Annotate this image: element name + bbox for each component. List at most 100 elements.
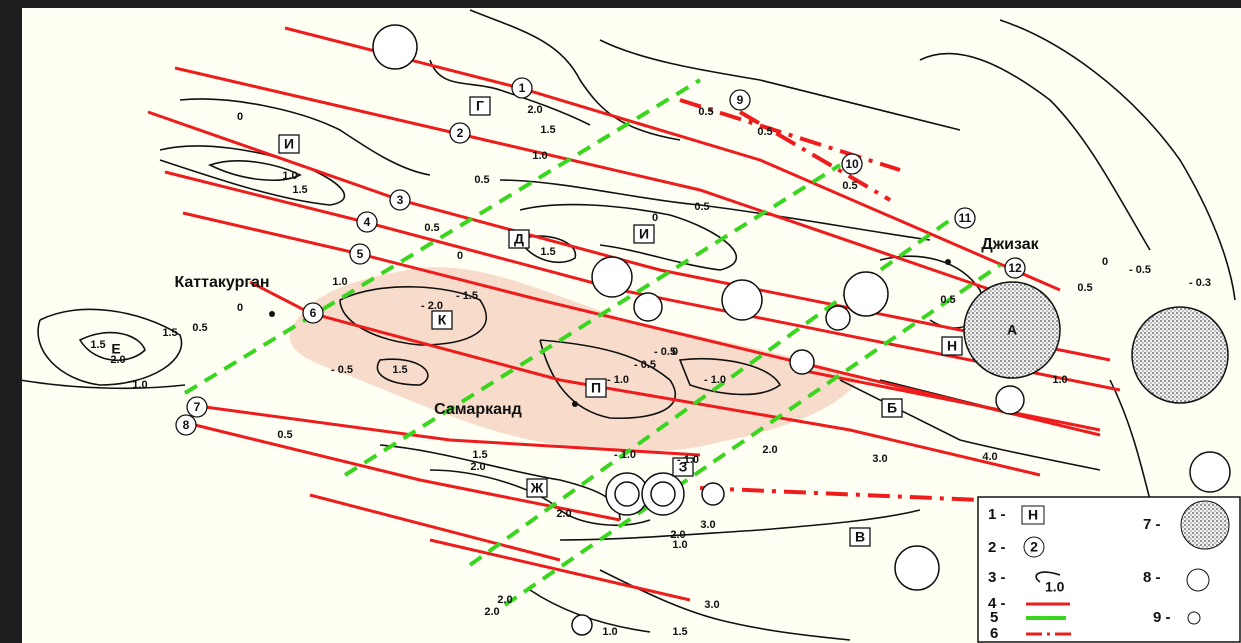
fault-marker bbox=[349, 243, 371, 265]
contour-label: 0.5 bbox=[694, 201, 709, 213]
contour-label: 0.5 bbox=[277, 429, 292, 441]
contour-label: 3.0 bbox=[872, 453, 887, 465]
legend-key: 8 - bbox=[1143, 569, 1161, 586]
contour-label: 1.0 bbox=[282, 170, 297, 182]
contour-label: 0 bbox=[652, 212, 658, 224]
contour-label: 1.5 bbox=[672, 626, 687, 638]
contour-label: 2.0 bbox=[670, 529, 685, 541]
contour-label: 1.5 bbox=[162, 327, 177, 339]
legend-key: 1 - bbox=[988, 506, 1006, 523]
fault-marker bbox=[356, 211, 378, 233]
fault-number: 6 bbox=[310, 306, 317, 320]
zone-label: Д bbox=[514, 231, 524, 247]
zone-label: Б bbox=[887, 400, 897, 416]
contour-label: - 2.0 bbox=[421, 300, 443, 312]
fault-number: 11 bbox=[959, 211, 972, 225]
contour-label: 4.0 bbox=[982, 451, 997, 463]
zone-label: И bbox=[639, 226, 649, 242]
zone-box bbox=[881, 398, 903, 418]
fault-number: 7 bbox=[194, 400, 201, 414]
contour-label: 1.5 bbox=[472, 449, 487, 461]
contour-label: - 1.0 bbox=[704, 374, 726, 386]
zone-box bbox=[849, 527, 871, 547]
contour-label: 3.0 bbox=[700, 519, 715, 531]
contour-label: 1.5 bbox=[292, 184, 307, 196]
contour-label: 0.5 bbox=[940, 294, 955, 306]
fault-number: 2 bbox=[457, 126, 464, 140]
zone-label: П bbox=[591, 380, 601, 396]
legend-circle bbox=[1023, 536, 1045, 558]
zone-box bbox=[508, 229, 530, 249]
legend-symbol: 1.0 bbox=[1045, 579, 1065, 595]
legend-key: 6 bbox=[990, 625, 998, 642]
deposits bbox=[372, 24, 1231, 636]
zone-label: В bbox=[855, 529, 865, 545]
contour-label: 0.5 bbox=[474, 174, 489, 186]
legend-box bbox=[1021, 505, 1045, 525]
contour-label: 2.0 bbox=[556, 508, 571, 520]
contour-label: 0.5 bbox=[757, 126, 772, 138]
zone-label: И bbox=[284, 136, 294, 152]
fault-marker bbox=[175, 414, 197, 436]
contour-label: 0.5 bbox=[192, 322, 207, 334]
contour-label: - 0.3 bbox=[1189, 277, 1211, 289]
fault-marker bbox=[729, 89, 751, 111]
fault-number: 10 bbox=[845, 157, 859, 171]
contour-label: - 0.5 bbox=[331, 364, 353, 376]
zone-label: Г bbox=[476, 98, 484, 114]
legend-key: 7 - bbox=[1143, 516, 1161, 533]
faults bbox=[147, 26, 1121, 602]
contour-label: 2.0 bbox=[470, 461, 485, 473]
legend-key: 3 - bbox=[988, 569, 1006, 586]
fault-number: 1 bbox=[519, 81, 526, 95]
zone-label: Е bbox=[111, 341, 120, 357]
fault-marker bbox=[1004, 257, 1026, 279]
city-label: Самарканд bbox=[434, 401, 522, 418]
zone-box bbox=[278, 134, 300, 154]
legend-key: 2 - bbox=[988, 539, 1006, 556]
contour-label: - 0.5 bbox=[1129, 264, 1151, 276]
contour-label: 2.0 bbox=[762, 444, 777, 456]
fault-marker bbox=[511, 77, 533, 99]
contour-label: 0.5 bbox=[842, 180, 857, 192]
zone-label: Н bbox=[947, 338, 957, 354]
contour-label: 1.0 bbox=[532, 150, 547, 162]
fault-marker bbox=[389, 189, 411, 211]
city-label: Каттакурган bbox=[174, 274, 269, 291]
contour-label: 0 bbox=[237, 111, 243, 123]
contour-label: 0.5 bbox=[424, 222, 439, 234]
contour-label: 0 bbox=[237, 302, 243, 314]
fault-number: 12 bbox=[1008, 261, 1022, 275]
legend-key: 9 - bbox=[1153, 609, 1171, 626]
zone-box bbox=[941, 336, 963, 356]
fault-number: 3 bbox=[397, 193, 404, 207]
zone-box bbox=[585, 378, 607, 398]
contour-label: 0.5 bbox=[1077, 282, 1092, 294]
legend-key: 5 bbox=[990, 609, 998, 626]
fault-number: 4 bbox=[364, 215, 371, 229]
fault-marker bbox=[186, 396, 208, 418]
zone-label: А bbox=[1007, 322, 1017, 338]
legend-symbol: Н bbox=[1028, 507, 1038, 523]
zone-box bbox=[469, 96, 491, 116]
zone-label: К bbox=[438, 312, 447, 328]
contour-label: 1.0 bbox=[1052, 374, 1067, 386]
contour-label: 2.0 bbox=[110, 354, 125, 366]
contour-label: - 1.0 bbox=[677, 454, 699, 466]
contour-label: 2.0 bbox=[497, 594, 512, 606]
legend bbox=[977, 496, 1241, 643]
contours bbox=[19, 9, 1236, 641]
fault-number: 8 bbox=[183, 418, 190, 432]
zone-label: З bbox=[679, 459, 688, 475]
contour-label: - 0.5 bbox=[634, 359, 656, 371]
zone-box bbox=[431, 310, 453, 330]
contour-label: 1.0 bbox=[602, 626, 617, 638]
fault-number: 5 bbox=[357, 247, 364, 261]
city-label: Джизак bbox=[981, 236, 1039, 253]
contour-label: - 1.0 bbox=[614, 449, 636, 461]
contour-label: - 1.5 bbox=[456, 290, 478, 302]
zone-box bbox=[526, 478, 548, 498]
contour-label: 1.5 bbox=[540, 124, 555, 136]
contour-label: 0.5 bbox=[698, 106, 713, 118]
